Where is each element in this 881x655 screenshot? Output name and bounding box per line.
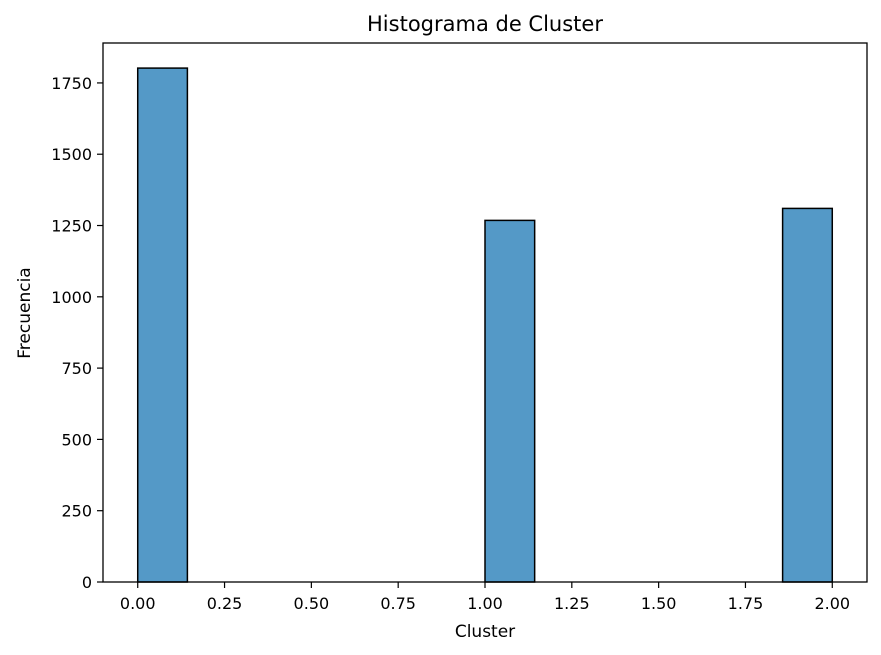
x-tick-label-3: 0.75 [380, 594, 416, 613]
x-tick-label-7: 1.75 [728, 594, 764, 613]
x-tick-label-8: 2.00 [814, 594, 850, 613]
x-tick-label-5: 1.25 [554, 594, 590, 613]
x-axis-ticks: 0.00 0.25 0.50 0.75 1.00 1.25 1.50 1.75 2.00 [120, 582, 850, 613]
chart-title: Histograma de Cluster [367, 12, 603, 36]
x-tick-label-6: 1.50 [641, 594, 677, 613]
y-tick-label-6: 1500 [51, 145, 92, 164]
bars-group [136, 67, 834, 583]
y-tick-label-2: 500 [61, 430, 92, 449]
y-axis-label: Frecuencia [15, 267, 35, 358]
histogram-bar-0 [136, 67, 189, 583]
y-tick-label-1: 250 [61, 502, 92, 521]
y-axis-ticks: 0 250 500 750 1000 1250 1500 1750 [51, 74, 103, 592]
y-tick-label-5: 1250 [51, 217, 92, 236]
histogram-bar-1 [484, 219, 536, 583]
x-tick-label-4: 1.00 [467, 594, 503, 613]
x-tick-label-0: 0.00 [120, 594, 156, 613]
y-tick-label-0: 0 [82, 573, 92, 592]
y-tick-label-3: 750 [61, 359, 92, 378]
x-axis-label: Cluster [455, 622, 515, 642]
histogram-bar-2 [781, 207, 834, 583]
x-tick-label-2: 0.50 [294, 594, 330, 613]
y-tick-label-7: 1750 [51, 74, 92, 93]
x-tick-label-1: 0.25 [207, 594, 243, 613]
y-tick-label-4: 1000 [51, 288, 92, 307]
